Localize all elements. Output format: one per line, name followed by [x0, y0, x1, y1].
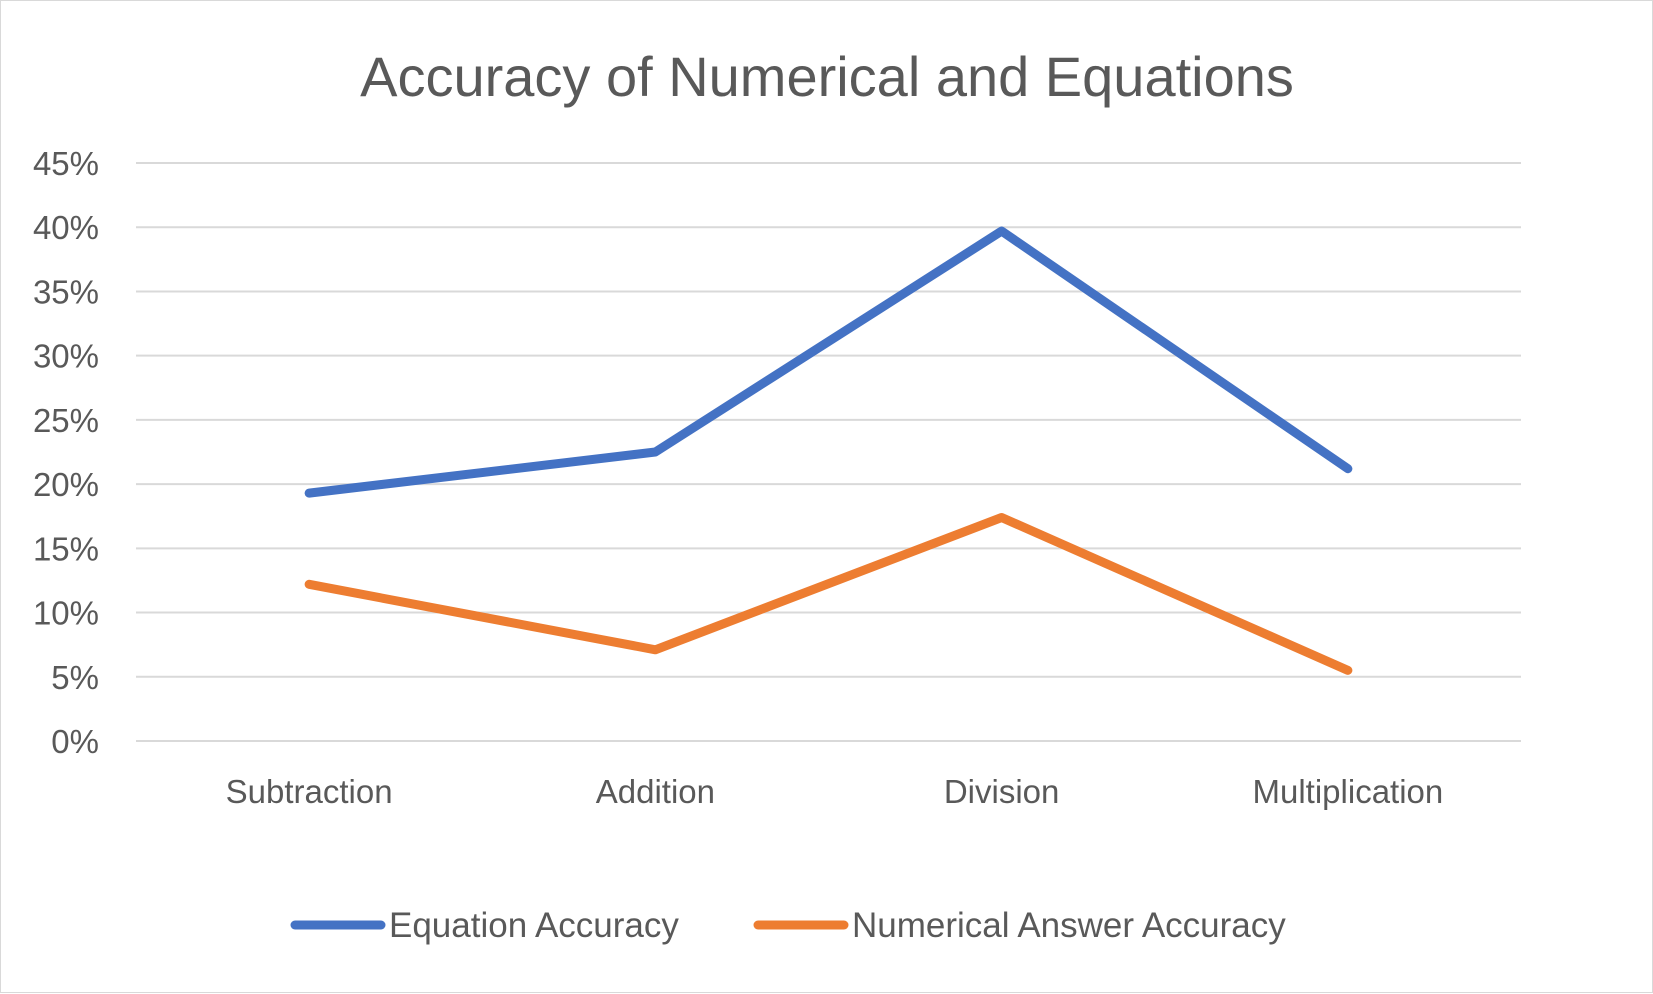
chart-title: Accuracy of Numerical and Equations	[360, 45, 1294, 108]
legend: Equation Accuracy Numerical Answer Accura…	[290, 906, 1286, 945]
y-tick-label: 25%	[33, 402, 99, 439]
y-tick-label: 30%	[33, 338, 99, 375]
y-tick-label: 15%	[33, 530, 99, 567]
series-lines	[304, 226, 1353, 675]
gridlines	[136, 162, 1521, 742]
y-tick-label: 5%	[51, 659, 99, 696]
x-tick-label: Subtraction	[226, 773, 393, 810]
series-line-1	[304, 226, 1353, 498]
x-axis-ticks: Subtraction Addition Division Multiplicatio…	[226, 773, 1444, 810]
x-tick-label: Addition	[596, 773, 715, 810]
y-tick-label: 40%	[33, 209, 99, 246]
series-line-2	[304, 513, 1353, 675]
y-tick-label: 0%	[51, 723, 99, 760]
x-tick-label: Multiplication	[1253, 773, 1444, 810]
y-tick-label: 45%	[33, 145, 99, 182]
x-tick-label: Division	[944, 773, 1060, 810]
legend-label: Equation Accuracy	[389, 906, 679, 945]
y-tick-label: 10%	[33, 595, 99, 632]
y-axis-ticks: 0% 5% 10% 15% 20% 25% 30% 35% 40% 45%	[33, 145, 99, 760]
y-tick-label: 35%	[33, 273, 99, 310]
y-tick-label: 20%	[33, 466, 99, 503]
legend-label: Numerical Answer Accuracy	[852, 906, 1286, 945]
